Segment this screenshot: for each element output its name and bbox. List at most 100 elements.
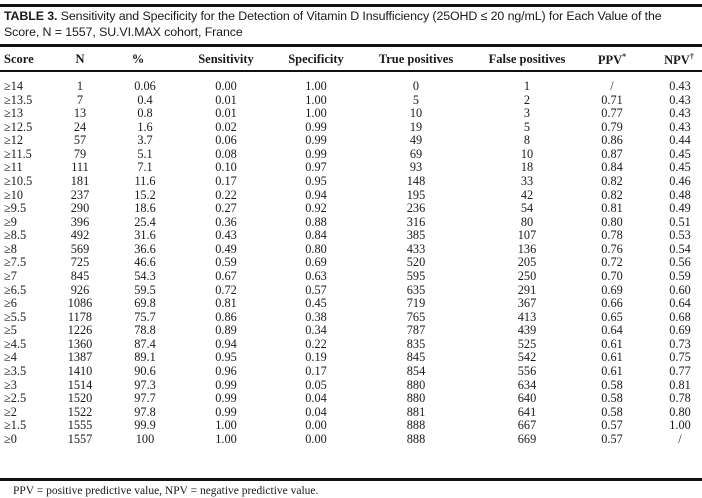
cell-n: 290: [70, 201, 90, 216]
cell-npv: 0.45: [669, 146, 691, 161]
cell-score: ≥10: [4, 187, 24, 202]
cell-percent: 54.3: [134, 268, 156, 283]
cell-n: 1557: [67, 431, 93, 446]
table-row: ≥14 1 0.06 0.00 1.00 0 1 / 0.43: [0, 79, 702, 93]
cell-sensitivity: 0.81: [215, 296, 237, 311]
table-row: ≥11.5 79 5.1 0.08 0.99 69 10 0.87 0.45: [0, 147, 702, 161]
cell-percent: 7.1: [137, 160, 153, 175]
cell-ppv: 0.80: [601, 214, 623, 229]
cell-specificity: 0.45: [305, 296, 327, 311]
cell-score: ≥10.5: [4, 173, 33, 188]
cell-percent: 15.2: [134, 187, 156, 202]
cell-false-positives: 667: [517, 418, 537, 433]
cell-percent: 97.7: [134, 391, 156, 406]
cell-specificity: 0.00: [305, 418, 327, 433]
cell-false-positives: 542: [517, 350, 537, 365]
cell-n: 725: [70, 255, 90, 270]
cell-percent: 0.4: [137, 92, 153, 107]
cell-ppv: 0.71: [601, 92, 623, 107]
table-row: ≥2 1522 97.8 0.99 0.04 881 641 0.58 0.80: [0, 405, 702, 419]
cell-sensitivity: 0.01: [215, 92, 237, 107]
cell-percent: 0.06: [134, 79, 156, 93]
table-row: ≥10 237 15.2 0.22 0.94 195 42 0.82 0.48: [0, 188, 702, 202]
cell-specificity: 0.99: [305, 133, 327, 148]
cell-true-positives: 845: [406, 350, 426, 365]
cell-specificity: 0.99: [305, 119, 327, 134]
table-row: ≥12.5 24 1.6 0.02 0.99 19 5 0.79 0.43: [0, 120, 702, 134]
cell-specificity: 0.94: [305, 187, 327, 202]
cell-true-positives: 888: [406, 431, 426, 446]
cell-n: 7: [76, 92, 84, 107]
cell-specificity: 0.38: [305, 309, 327, 324]
cell-percent: 3.7: [137, 133, 153, 148]
cell-ppv: 0.86: [601, 133, 623, 148]
cell-score: ≥13: [4, 106, 24, 121]
cell-specificity: 0.92: [305, 201, 327, 216]
table-title: Sensitivity and Specificity for the Dete…: [4, 9, 662, 39]
cell-npv: 1.00: [669, 418, 691, 433]
cell-false-positives: 291: [517, 282, 537, 297]
cell-percent: 69.8: [134, 296, 156, 311]
cell-n: 1178: [67, 309, 93, 324]
cell-specificity: 1.00: [305, 79, 327, 93]
cell-n: 1226: [67, 323, 93, 338]
cell-false-positives: 525: [517, 336, 537, 351]
cell-specificity: 0.17: [305, 363, 327, 378]
cell-percent: 97.8: [134, 404, 156, 419]
header-n: N: [75, 52, 85, 66]
cell-percent: 0.8: [137, 106, 153, 121]
cell-score: ≥9.5: [4, 201, 27, 216]
cell-false-positives: 3: [523, 106, 531, 121]
cell-npv: 0.45: [669, 160, 691, 175]
cell-ppv: 0.87: [601, 146, 623, 161]
cell-n: 1514: [67, 377, 93, 392]
table-row: ≥0 1557 100 1.00 0.00 888 669 0.57 /: [0, 432, 702, 446]
table-row: ≥8 569 36.6 0.49 0.80 433 136 0.76 0.54: [0, 242, 702, 256]
table-row: ≥1.5 1555 99.9 1.00 0.00 888 667 0.57 1.00: [0, 418, 702, 432]
cell-specificity: 0.19: [305, 350, 327, 365]
cell-npv: 0.69: [669, 323, 691, 338]
cell-percent: 90.6: [134, 363, 156, 378]
cell-percent: 31.6: [134, 228, 156, 243]
bottom-rule: [0, 478, 702, 481]
cell-specificity: 0.63: [305, 268, 327, 283]
header-ppv: PPV: [597, 53, 623, 68]
cell-percent: 87.4: [134, 336, 156, 351]
cell-specificity: 0.04: [305, 391, 327, 406]
cell-true-positives: 69: [409, 146, 423, 161]
cell-false-positives: 18: [520, 160, 534, 175]
cell-n: 24: [73, 119, 87, 134]
cell-true-positives: 195: [406, 187, 426, 202]
cell-ppv: 0.79: [601, 119, 623, 134]
cell-true-positives: 835: [406, 336, 426, 351]
cell-npv: 0.49: [669, 201, 691, 216]
cell-true-positives: 765: [406, 309, 426, 324]
cell-true-positives: 0: [412, 79, 420, 93]
cell-sensitivity: 0.36: [215, 214, 237, 229]
cell-true-positives: 595: [406, 268, 426, 283]
cell-score: ≥9: [4, 214, 17, 229]
cell-score: ≥3: [4, 377, 17, 392]
ppv-footnote-mark: *: [622, 52, 627, 61]
cell-true-positives: 881: [406, 404, 426, 419]
cell-n: 181: [70, 173, 90, 188]
cell-true-positives: 10: [409, 106, 423, 121]
cell-ppv: 0.69: [601, 282, 623, 297]
cell-false-positives: 136: [517, 241, 537, 256]
cell-score: ≥7: [4, 268, 17, 283]
table-row: ≥9.5 290 18.6 0.27 0.92 236 54 0.81 0.49: [0, 201, 702, 215]
cell-percent: 1.6: [137, 119, 153, 134]
cell-score: ≥12.5: [4, 119, 33, 134]
table-row: ≥4.5 1360 87.4 0.94 0.22 835 525 0.61 0.73: [0, 337, 702, 351]
cell-ppv: 0.61: [601, 336, 623, 351]
cell-npv: 0.43: [669, 79, 691, 93]
cell-n: 79: [73, 146, 87, 161]
cell-specificity: 1.00: [305, 92, 327, 107]
cell-specificity: 0.80: [305, 241, 327, 256]
cell-score: ≥11.5: [4, 146, 32, 161]
caption-rule: [0, 44, 702, 47]
table-row: ≥13.5 7 0.4 0.01 1.00 5 2 0.71 0.43: [0, 93, 702, 107]
table-row: ≥3.5 1410 90.6 0.96 0.17 854 556 0.61 0.77: [0, 364, 702, 378]
cell-n: 1086: [67, 296, 93, 311]
cell-ppv: 0.82: [601, 173, 623, 188]
